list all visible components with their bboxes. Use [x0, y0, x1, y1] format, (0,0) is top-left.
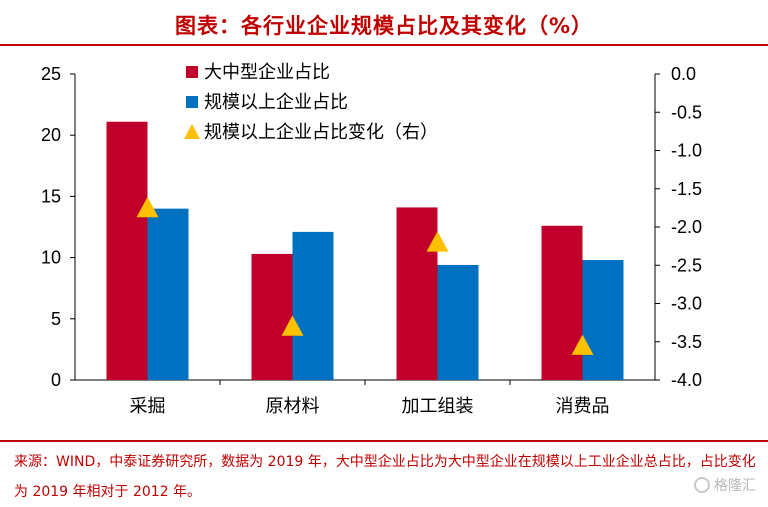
source-divider: [0, 440, 768, 442]
title-divider: [0, 44, 768, 46]
bar-above-scale-share: [582, 260, 624, 380]
bar-large-medium-share: [106, 121, 148, 381]
watermark-text: 格隆汇: [714, 478, 756, 494]
right-tick-label: -3.5: [671, 332, 702, 352]
left-tick-label: 10: [41, 248, 61, 268]
legend-swatch-triangle: [184, 124, 200, 139]
bar-above-scale-share: [292, 231, 334, 380]
right-tick-label: -2.0: [671, 217, 702, 237]
right-tick-label: -3.0: [671, 294, 702, 314]
source-note: 来源：WIND，中泰证券研究所，数据为 2019 年，大中型企业占比为大中型企业…: [14, 454, 756, 500]
left-tick-label: 0: [51, 370, 61, 390]
left-tick-label: 15: [41, 186, 61, 206]
legend-label: 大中型企业占比: [204, 62, 330, 83]
bar-above-scale-share: [437, 264, 479, 380]
category-label: 原材料: [266, 396, 320, 417]
bar-large-medium-share: [541, 225, 583, 380]
left-tick-label: 20: [41, 125, 61, 145]
marker-share-change: [281, 315, 304, 336]
right-tick-label: -0.5: [671, 102, 702, 122]
chart-canvas: 0 5 10 15 20 25 0.0 -0.5 -1.0 -1.5 -2.0 -2.5 -3.0 -3.…: [41, 62, 702, 417]
legend-label: 规模以上企业占比变化（右）: [204, 122, 438, 143]
right-tick-label: -1.0: [671, 141, 702, 161]
marker-share-change: [426, 231, 449, 252]
marker-share-change: [571, 334, 594, 355]
marker-share-change: [136, 196, 159, 218]
watermark-logo-icon: [694, 477, 710, 493]
bar-large-medium-share: [396, 207, 438, 380]
bar-large-medium-share: [251, 253, 293, 380]
legend-label: 规模以上企业占比: [204, 92, 348, 113]
left-tick-label: 5: [51, 309, 61, 329]
right-tick-label: 0.0: [671, 64, 696, 84]
legend-swatch-red: [186, 66, 198, 78]
right-tick-label: -4.0: [671, 370, 702, 390]
legend-swatch-blue: [186, 96, 198, 108]
chart-title: 图表：各行业企业规模占比及其变化（%）: [174, 14, 594, 38]
watermark: 格隆汇: [694, 475, 756, 495]
right-tick-label: -1.5: [671, 179, 702, 199]
right-tick-label: -2.5: [671, 255, 702, 275]
category-label: 采掘: [130, 396, 166, 417]
category-label: 消费品: [556, 396, 610, 417]
bar-above-scale-share: [147, 208, 189, 380]
category-label: 加工组装: [402, 396, 474, 417]
left-tick-label: 25: [41, 64, 61, 84]
